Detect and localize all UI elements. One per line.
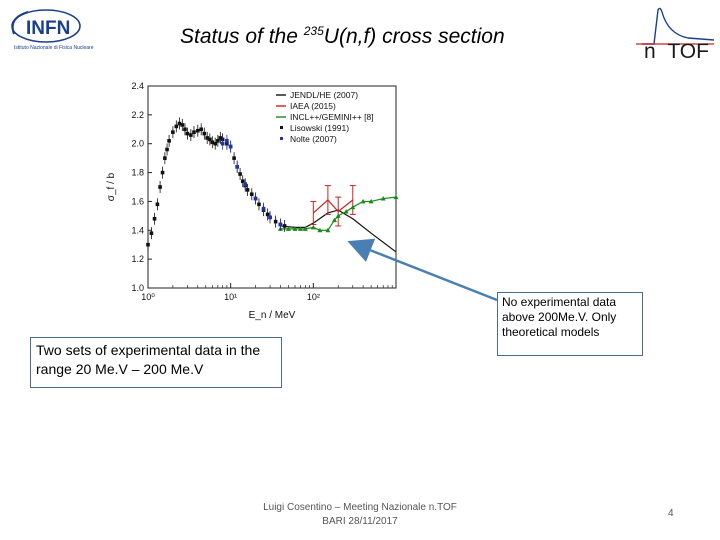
title-suffix: U(n,f) cross section (323, 25, 505, 48)
series-point (192, 130, 196, 134)
series-point (177, 121, 182, 126)
series-point (165, 147, 169, 152)
series-point (210, 140, 215, 145)
series-point (245, 188, 250, 192)
series-point (167, 139, 171, 143)
series-point (220, 141, 225, 146)
series-marker (325, 227, 331, 233)
series-point (249, 192, 254, 197)
ntof-logo: n_TOF (628, 4, 718, 63)
series-point (208, 137, 212, 142)
title-isotope: 235 (303, 24, 324, 38)
series-point (261, 206, 266, 211)
series-point (232, 156, 236, 160)
footer-author: Luigi Cosentino – Meeting Nazionale n.TO… (263, 502, 457, 513)
y-tick-label: 1.4 (131, 225, 144, 235)
y-tick-label: 1.0 (131, 283, 144, 293)
series-point (273, 219, 278, 224)
series-point (180, 123, 185, 127)
series-point (149, 231, 154, 235)
series-point (225, 139, 229, 143)
series-point (253, 196, 258, 201)
series-marker (368, 198, 374, 204)
legend-label: JENDL/HE (2007) (290, 90, 358, 100)
infn-subtitle: Istituto Nazionale di Fisica Nucleare (14, 45, 94, 51)
series-point (278, 222, 283, 227)
series-point (189, 133, 193, 137)
y-tick-label: 1.8 (131, 168, 144, 178)
x-tick-label: 10¹ (224, 292, 237, 302)
infn-logo: INFN (6, 4, 106, 56)
page-number: 4 (668, 508, 674, 519)
series-point (243, 182, 248, 186)
series-marker (317, 227, 323, 233)
legend-label: Nolte (2007) (290, 134, 337, 144)
y-tick-label: 2.2 (131, 110, 144, 120)
series-marker (292, 226, 298, 231)
y-axis-label: σ_f / b (106, 172, 117, 201)
series-point (174, 124, 179, 129)
x-axis-label: E_n / MeV (249, 310, 296, 321)
series-marker (360, 198, 366, 204)
series-point (213, 141, 218, 146)
series-point (265, 212, 270, 217)
series-point (195, 128, 200, 133)
series-point (202, 131, 207, 136)
series-marker (331, 217, 337, 223)
x-tick-label: 10² (307, 292, 320, 302)
series-point (268, 215, 272, 220)
footer-venue: BARI 28/11/2017 (322, 516, 398, 527)
series-point (160, 170, 165, 175)
cross-section-chart: 1.0 1.2 1.4 1.6 1.8 2.0 2.2 2.4 10⁰ 10¹ 10² σ_f / b… (100, 76, 410, 326)
series-point (240, 179, 245, 184)
series-point (158, 185, 162, 189)
series-point (228, 144, 233, 149)
series-point (205, 136, 209, 140)
series-point (238, 172, 242, 176)
legend-label: Lisowski (1991) (290, 123, 349, 133)
series-marker (335, 213, 341, 218)
series-line (312, 199, 354, 214)
series-point (218, 136, 223, 140)
y-tick-label: 2.4 (131, 81, 144, 91)
series-point (185, 131, 190, 136)
series-point (216, 139, 220, 143)
series-point (282, 224, 287, 228)
x-tick-label: 10⁰ (141, 292, 155, 302)
series-point (199, 127, 203, 132)
series-marker (393, 194, 399, 200)
legend-swatch (280, 137, 283, 140)
series-line (280, 196, 397, 231)
series-point (163, 156, 167, 160)
series-point (235, 165, 240, 169)
series-point (146, 242, 150, 247)
series-point (183, 127, 187, 132)
ntof-logo-text: n_TOF (644, 40, 709, 60)
series-point (171, 130, 175, 134)
series-marker (302, 226, 308, 231)
series-point (155, 202, 160, 207)
theoretical-only-note: No experimental data above 200Me.V. Only… (497, 292, 643, 356)
series-marker (298, 226, 304, 231)
series-marker (350, 204, 356, 210)
footer: Luigi Cosentino – Meeting Nazionale n.TO… (240, 501, 480, 529)
title-prefix: Status of the (180, 25, 304, 48)
legend-label: INCL++/GEMINI++ [8] (290, 112, 374, 122)
infn-logo-text: INFN (26, 18, 70, 39)
series-marker (310, 224, 316, 230)
y-tick-label: 1.6 (131, 196, 144, 206)
y-tick-label: 1.2 (131, 254, 144, 264)
series-point (152, 216, 157, 221)
legend-swatch (280, 126, 283, 129)
series-point (257, 202, 261, 207)
legend-label: IAEA (2015) (290, 101, 336, 111)
series-marker (380, 196, 386, 201)
page-title: Status of the 235U(n,f) cross section (180, 24, 505, 49)
experimental-range-note: Two sets of experimental data in the ran… (30, 337, 282, 388)
series-marker (285, 226, 291, 231)
y-tick-label: 2.0 (131, 139, 144, 149)
series-marker (343, 209, 349, 214)
